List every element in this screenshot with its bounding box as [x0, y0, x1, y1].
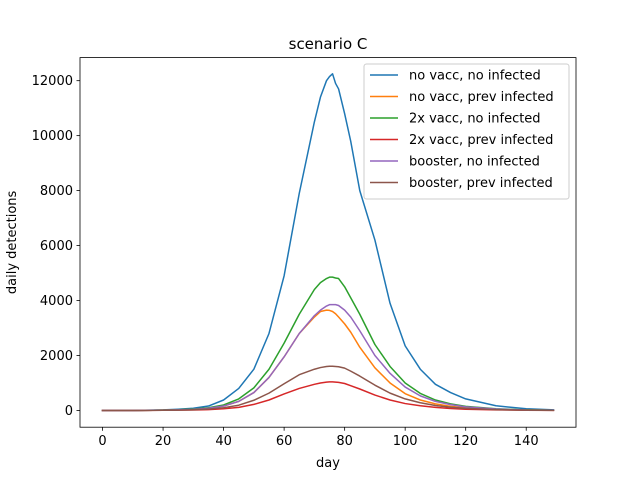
legend-label: booster, prev infected [409, 176, 553, 191]
legend-label: booster, no infected [409, 155, 540, 170]
y-tick-label: 6000 [40, 239, 73, 254]
legend-label: no vacc, prev infected [409, 90, 554, 105]
legend-label: 2x vacc, prev infected [409, 133, 553, 148]
x-tick-label: 0 [98, 434, 106, 449]
chart-title: scenario C [289, 35, 368, 53]
legend-label: 2x vacc, no infected [409, 112, 541, 127]
ticks-layer: 0 20 40 60 80 100 120 140 0 2000 4000 6000 8000 10000… [32, 74, 539, 449]
series-layer [101, 73, 555, 412]
x-tick-label: 80 [336, 434, 353, 449]
x-tick-label: 140 [514, 434, 539, 449]
y-axis-label: daily detections [5, 190, 20, 294]
legend-box [363, 63, 570, 200]
x-tick-label: 20 [155, 434, 172, 449]
x-tick-label: 120 [453, 434, 478, 449]
legend-label: no vacc, no infected [409, 69, 541, 84]
legend: no vacc, no infected no vacc, prev infect… [363, 63, 570, 200]
y-tick-label: 12000 [32, 74, 73, 89]
y-tick-label: 2000 [40, 349, 73, 364]
y-tick-label: 4000 [40, 294, 73, 309]
x-tick-label: 40 [215, 434, 232, 449]
y-tick-label: 0 [65, 404, 73, 419]
x-axis-label: day [316, 456, 340, 471]
x-tick-label: 100 [393, 434, 418, 449]
y-tick-label: 10000 [32, 129, 73, 144]
axes-frame [79, 57, 577, 428]
series-line-5 [101, 365, 555, 412]
x-tick-label: 60 [276, 434, 293, 449]
series-line-0 [101, 73, 555, 412]
y-tick-label: 8000 [40, 184, 73, 199]
axes-layer [79, 57, 577, 428]
series-line-4 [101, 303, 555, 412]
